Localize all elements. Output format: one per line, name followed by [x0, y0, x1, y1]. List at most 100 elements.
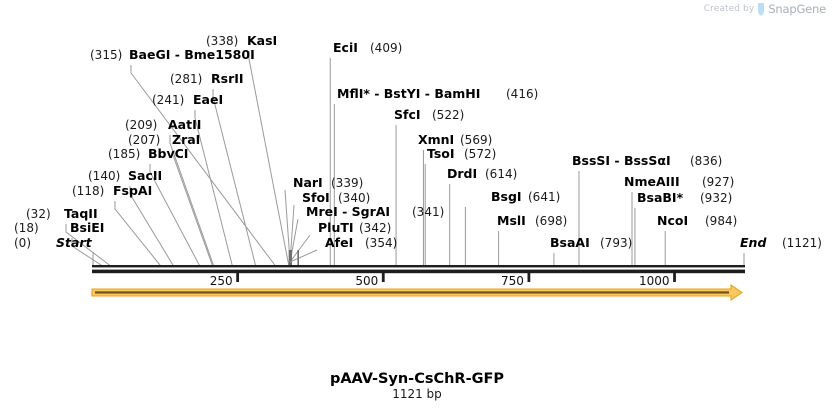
ruler-label: 250 — [210, 274, 233, 288]
site-position: (140) — [88, 169, 120, 183]
site-position: (338) — [206, 34, 238, 48]
ruler-label: 500 — [355, 274, 378, 288]
site-position: (185) — [108, 147, 140, 161]
tick-line — [130, 65, 276, 267]
site-position: (409) — [370, 41, 402, 55]
site-name: AatII — [168, 117, 201, 132]
site-name: BbvCI — [148, 146, 188, 161]
site-name: DrdI — [447, 166, 477, 181]
site-position: (341) — [412, 205, 444, 219]
enzyme-label: (118) FspAI — [72, 183, 152, 198]
plasmid-length: 1121 bp — [392, 387, 442, 401]
enzyme-label: XmnI (569) — [418, 132, 492, 147]
site-name: SfoI — [302, 190, 330, 205]
site-name: AfeI — [325, 235, 353, 250]
enzyme-label: BsaBI* (932) — [637, 190, 732, 205]
enzyme-label: BsgI (641) — [491, 189, 560, 204]
site-name: NmeAIII — [624, 174, 680, 189]
site-name: BsiEI — [70, 220, 104, 235]
site-position: (207) — [128, 133, 160, 147]
site-name: EciI — [333, 40, 358, 55]
enzyme-label: (209) AatII — [125, 117, 201, 132]
site-position: (932) — [700, 191, 732, 205]
site-name: MflI* - BstYI - BamHI — [337, 86, 480, 101]
ruler-tick — [381, 273, 385, 282]
site-name: XmnI — [418, 132, 454, 147]
site-name: FspAI — [113, 183, 152, 198]
site-position: (569) — [460, 133, 492, 147]
site-position: (572) — [464, 147, 496, 161]
site-name: PluTI — [318, 220, 354, 235]
enzyme-label: DrdI (614) — [447, 166, 517, 181]
leader-line — [289, 234, 311, 263]
site-position: (118) — [72, 184, 104, 198]
site-position: (793) — [600, 236, 632, 250]
tick-line — [149, 164, 201, 267]
site-name: BsaAI — [550, 235, 590, 250]
site-position: (522) — [432, 108, 464, 122]
site-position: (698) — [535, 214, 567, 228]
site-name: BsgI — [491, 189, 522, 204]
enzyme-label: (241) EaeI — [152, 92, 223, 107]
site-name: MreI - SgrAI — [306, 204, 390, 219]
enzyme-labels: (18) BsiEI(32) TaqII(118) FspAI(140) SacII(1… — [14, 33, 822, 250]
site-position: (339) — [331, 176, 363, 190]
site-position: (836) — [690, 154, 722, 168]
enzyme-label: (207) ZraI — [128, 132, 200, 147]
tick-line — [65, 224, 111, 267]
enzyme-label: NmeAIII (927) — [624, 174, 734, 189]
enzyme-label: BssSI - BssSαI (836) — [572, 153, 722, 168]
enzyme-label: MslI (698) — [497, 213, 567, 228]
site-position: (241) — [152, 93, 184, 107]
site-name: TaqII — [64, 206, 98, 221]
site-name: Start — [56, 235, 93, 250]
site-position: (0) — [14, 236, 31, 250]
tick-line — [248, 51, 290, 267]
tick-line — [212, 89, 257, 267]
site-name: SfcI — [394, 107, 421, 122]
site-position: (315) — [90, 48, 122, 62]
feature-arrow — [91, 283, 743, 302]
site-name: End — [740, 235, 767, 250]
plasmid-backbone — [92, 265, 745, 274]
enzyme-label: NarI (339) — [293, 175, 363, 190]
enzyme-label: (315) BaeGI - Bme1580I — [90, 47, 255, 62]
ruler-tick — [236, 273, 240, 282]
site-position: (342) — [359, 221, 391, 235]
site-position: (18) — [14, 221, 39, 235]
ruler-tick — [673, 273, 676, 282]
ruler-scale: 250 500 750 1000 — [210, 273, 676, 288]
enzyme-label: (32) TaqII — [26, 206, 98, 221]
snapgene-logo-icon — [757, 2, 765, 16]
enzyme-label: (185) BbvCI — [108, 146, 188, 161]
site-position: (416) — [506, 87, 538, 101]
site-position: (1121) — [782, 236, 822, 250]
site-position: (209) — [125, 118, 157, 132]
enzyme-label: TsoI (572) — [427, 146, 496, 161]
title-block: pAAV-Syn-CsChR-GFP 1121 bp — [330, 371, 504, 401]
site-position: (340) — [338, 191, 370, 205]
site-name: BsaBI* — [637, 190, 684, 205]
enzyme-label: (281) RsrII — [170, 71, 244, 86]
snapgene-watermark: Created by SnapGene — [704, 2, 826, 16]
site-name: KasI — [247, 33, 277, 48]
site-position: (354) — [365, 236, 397, 250]
enzyme-label: (18) BsiEI — [14, 220, 104, 235]
site-name: SacII — [128, 168, 162, 183]
site-position: (32) — [26, 207, 51, 221]
tick-line — [173, 150, 214, 267]
enzyme-label: NcoI (984) — [657, 213, 737, 228]
site-name: ZraI — [172, 132, 200, 147]
enzyme-label: (0) Start — [14, 235, 93, 250]
site-name: EaeI — [193, 92, 223, 107]
site-name: NarI — [293, 175, 323, 190]
site-position: (641) — [528, 190, 560, 204]
site-position: (281) — [170, 72, 202, 86]
enzyme-label: End (1121) — [740, 235, 822, 250]
leader-line — [289, 249, 318, 263]
enzyme-label: BsaAI (793) — [550, 235, 632, 250]
site-name: BaeGI - Bme1580I — [129, 47, 255, 62]
site-name: RsrII — [211, 71, 244, 86]
site-name: NcoI — [657, 213, 688, 228]
